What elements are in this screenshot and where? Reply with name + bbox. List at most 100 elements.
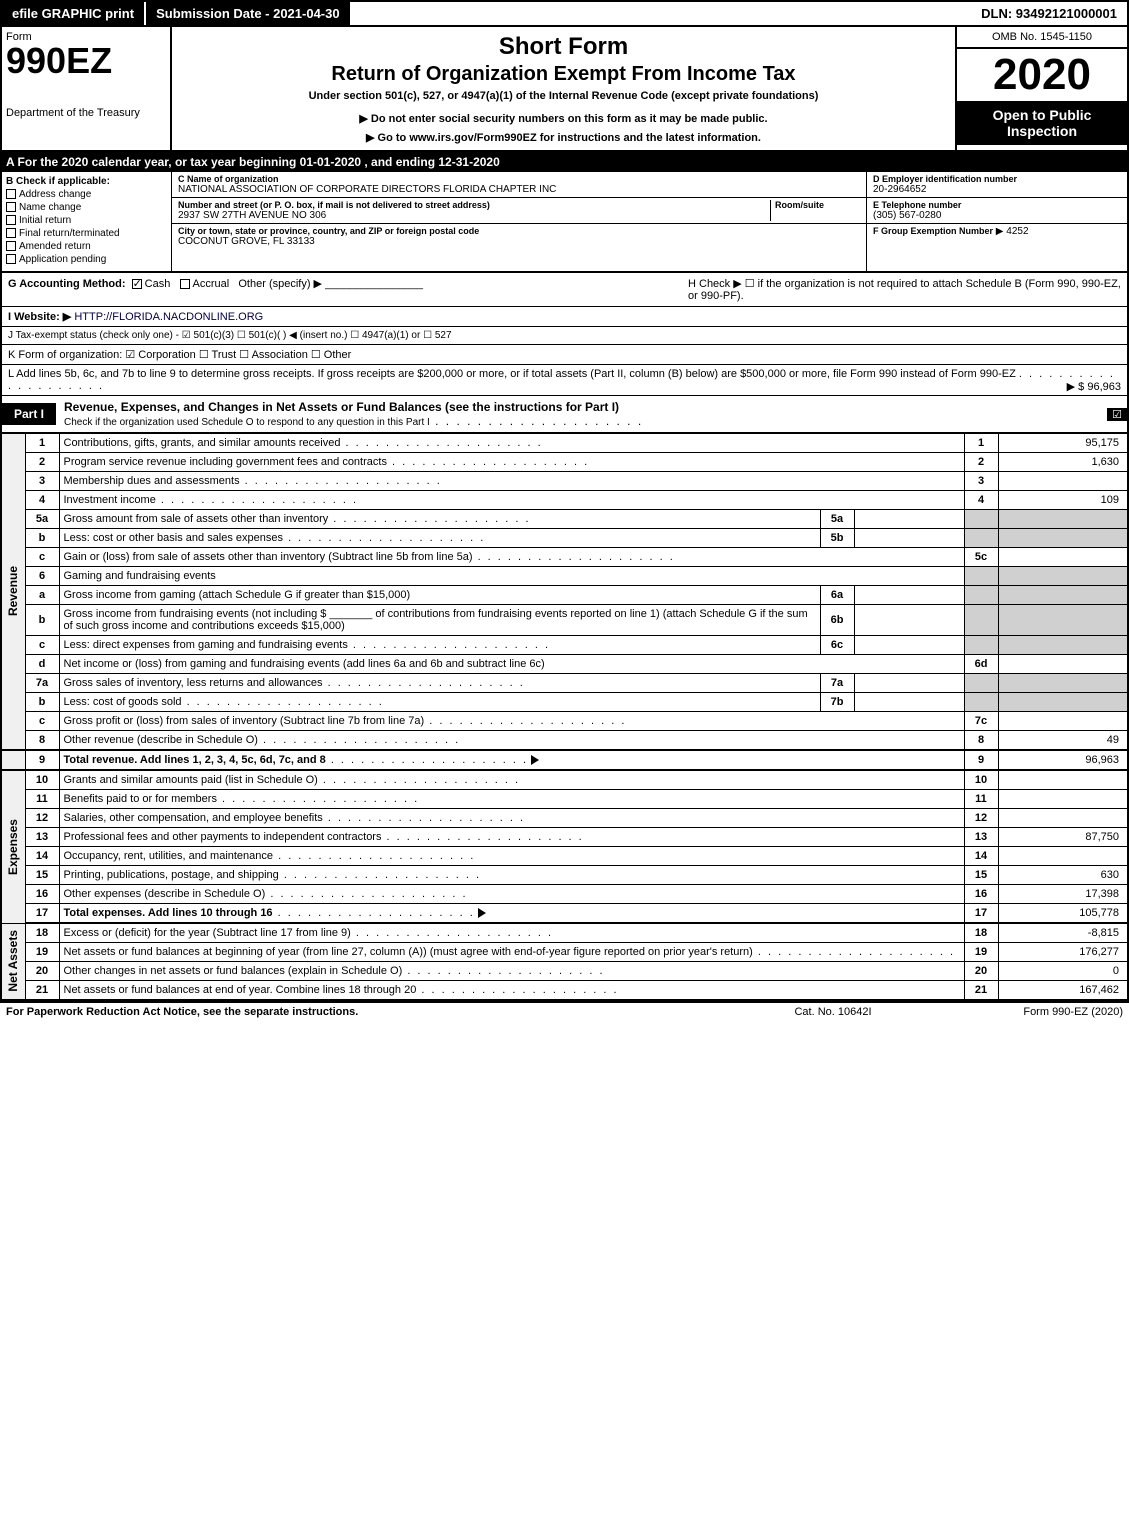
block-b-header: B Check if applicable: (6, 176, 167, 187)
line-5c-desc: Gain or (loss) from sale of assets other… (64, 551, 473, 563)
e-phone-label: E Telephone number (873, 200, 1121, 210)
line-15-desc: Printing, publications, postage, and shi… (64, 869, 279, 881)
line-9-num: 9 (25, 750, 59, 770)
header-left: Form 990EZ Department of the Treasury (2, 27, 172, 150)
part-1-header: Part I Revenue, Expenses, and Changes in… (0, 396, 1129, 434)
form-number: 990EZ (6, 43, 166, 79)
line-14-num: 14 (25, 847, 59, 866)
org-name: NATIONAL ASSOCIATION OF CORPORATE DIRECT… (178, 184, 860, 195)
line-11-desc: Benefits paid to or for members (64, 793, 217, 805)
line-6d-num: d (25, 655, 59, 674)
line-1-col: 1 (964, 434, 998, 453)
tax-year: 2020 (957, 49, 1127, 101)
chk-accrual[interactable] (180, 279, 190, 289)
line-7c-num: c (25, 712, 59, 731)
line-15-val: 630 (998, 866, 1128, 885)
chk-initial-return[interactable]: Initial return (6, 215, 167, 226)
line-20-num: 20 (25, 962, 59, 981)
form-header: Form 990EZ Department of the Treasury Sh… (0, 27, 1129, 152)
line-1-num: 1 (25, 434, 59, 453)
block-c: C Name of organization NATIONAL ASSOCIAT… (172, 172, 867, 271)
line-8-val: 49 (998, 731, 1128, 751)
line-5c-val (998, 548, 1128, 567)
open-to-public: Open to Public Inspection (957, 101, 1127, 145)
line-14-desc: Occupancy, rent, utilities, and maintena… (64, 850, 274, 862)
chk-address-change[interactable]: Address change (6, 189, 167, 200)
line-7c-desc: Gross profit or (loss) from sales of inv… (64, 715, 425, 727)
row-i-website: I Website: ▶ HTTP://FLORIDA.NACDONLINE.O… (0, 307, 1129, 327)
room-label: Room/suite (775, 200, 860, 210)
website-link[interactable]: HTTP://FLORIDA.NACDONLINE.ORG (74, 311, 263, 323)
f-group-label: F Group Exemption Number (873, 226, 993, 236)
dln-text: DLN: 93492121000001 (971, 2, 1127, 25)
line-17-desc: Total expenses. Add lines 10 through 16 (64, 907, 273, 919)
line-6-num: 6 (25, 567, 59, 586)
side-expenses: Expenses (1, 770, 25, 923)
line-17-num: 17 (25, 904, 59, 924)
part-1-label: Part I (2, 403, 56, 425)
line-7a-num: 7a (25, 674, 59, 693)
row-k-form-org: K Form of organization: ☑ Corporation ☐ … (0, 345, 1129, 365)
line-2-val: 1,630 (998, 453, 1128, 472)
chk-final-return[interactable]: Final return/terminated (6, 228, 167, 239)
part-1-title: Revenue, Expenses, and Changes in Net As… (56, 396, 1107, 432)
line-7a-mini-val (854, 674, 964, 693)
line-3-desc: Membership dues and assessments (64, 475, 240, 487)
efile-print-button[interactable]: efile GRAPHIC print (2, 2, 146, 25)
line-16-desc: Other expenses (describe in Schedule O) (64, 888, 266, 900)
line-8-desc: Other revenue (describe in Schedule O) (64, 734, 258, 746)
line-16-num: 16 (25, 885, 59, 904)
line-16-val: 17,398 (998, 885, 1128, 904)
street-address: 2937 SW 27TH AVENUE NO 306 (178, 210, 770, 221)
block-b-checkboxes: B Check if applicable: Address change Na… (2, 172, 172, 271)
line-12-num: 12 (25, 809, 59, 828)
ein-value: 20-2964652 (873, 184, 1121, 195)
line-2-num: 2 (25, 453, 59, 472)
line-18-num: 18 (25, 923, 59, 943)
line-5b-num: b (25, 529, 59, 548)
line-7a-desc: Gross sales of inventory, less returns a… (64, 677, 323, 689)
line-20-desc: Other changes in net assets or fund bala… (64, 965, 403, 977)
group-exemption-value: ▶ 4252 (996, 226, 1029, 237)
line-5a-num: 5a (25, 510, 59, 529)
line-6-desc: Gaming and fundraising events (59, 567, 964, 586)
part-1-checkbox[interactable]: ☑ (1107, 408, 1127, 421)
line-21-num: 21 (25, 981, 59, 1001)
note-goto-link[interactable]: ▶ Go to www.irs.gov/Form990EZ for instru… (178, 131, 949, 144)
line-19-val: 176,277 (998, 943, 1128, 962)
header-center: Short Form Return of Organization Exempt… (172, 27, 957, 150)
line-a-tax-year: A For the 2020 calendar year, or tax yea… (0, 152, 1129, 172)
line-4-desc: Investment income (64, 494, 156, 506)
line-14-val (998, 847, 1128, 866)
d-ein-label: D Employer identification number (873, 174, 1121, 184)
title-short-form: Short Form (178, 33, 949, 61)
line-18-val: -8,815 (998, 923, 1128, 943)
header-right: OMB No. 1545-1150 2020 Open to Public In… (957, 27, 1127, 150)
line-6c-mini-val (854, 636, 964, 655)
line-4-num: 4 (25, 491, 59, 510)
c-name-label: C Name of organization (178, 174, 860, 184)
g-accounting-method: G Accounting Method: Cash Accrual Other … (2, 273, 682, 306)
line-7b-num: b (25, 693, 59, 712)
line-12-val (998, 809, 1128, 828)
city-label: City or town, state or province, country… (178, 226, 860, 236)
line-4-val: 109 (998, 491, 1128, 510)
chk-application-pending[interactable]: Application pending (6, 254, 167, 265)
line-1-val: 95,175 (998, 434, 1128, 453)
line-15-num: 15 (25, 866, 59, 885)
line-5c-num: c (25, 548, 59, 567)
line-6c-num: c (25, 636, 59, 655)
footer-form-ref: Form 990-EZ (2020) (923, 1006, 1123, 1018)
chk-amended-return[interactable]: Amended return (6, 241, 167, 252)
part-1-table: Revenue 1 Contributions, gifts, grants, … (0, 434, 1129, 1001)
line-18-desc: Excess or (deficit) for the year (Subtra… (64, 927, 351, 939)
omb-number: OMB No. 1545-1150 (957, 27, 1127, 49)
title-return: Return of Organization Exempt From Incom… (178, 63, 949, 86)
line-10-desc: Grants and similar amounts paid (list in… (64, 774, 318, 786)
chk-cash[interactable] (132, 279, 142, 289)
chk-name-change[interactable]: Name change (6, 202, 167, 213)
top-bar: efile GRAPHIC print Submission Date - 20… (0, 0, 1129, 27)
side-revenue: Revenue (1, 434, 25, 750)
line-20-val: 0 (998, 962, 1128, 981)
line-13-val: 87,750 (998, 828, 1128, 847)
